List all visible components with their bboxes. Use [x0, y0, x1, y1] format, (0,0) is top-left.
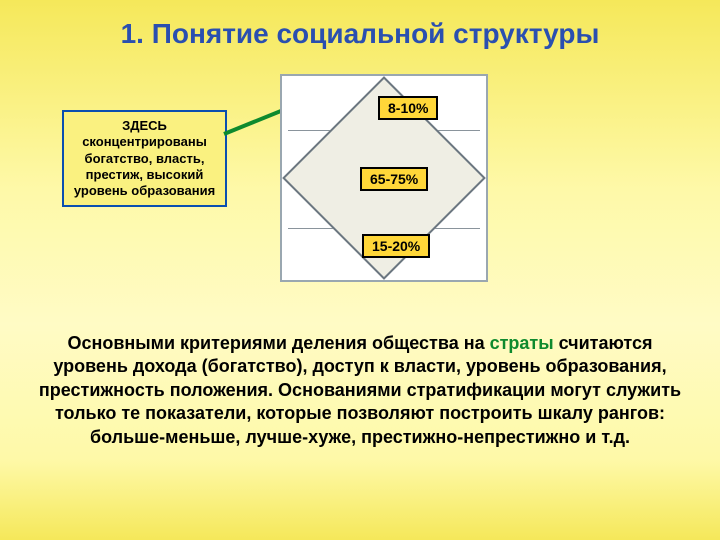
strata-label-middle: 65-75% [360, 167, 428, 191]
body-pre: Основными критериями деления общества на [67, 333, 489, 353]
slide-title: 1. Понятие социальной структуры [0, 0, 720, 50]
callout-box: ЗДЕСЬ сконцентрированы богатство, власть… [62, 110, 227, 207]
body-paragraph: Основными критериями деления общества на… [30, 332, 690, 449]
diagram-frame: 8-10% 65-75% 15-20% [280, 74, 488, 282]
strata-label-top: 8-10% [378, 96, 438, 120]
diagram-area: ЗДЕСЬ сконцентрированы богатство, власть… [0, 68, 720, 298]
strata-label-bottom: 15-20% [362, 234, 430, 258]
body-highlight: страты [490, 333, 554, 353]
